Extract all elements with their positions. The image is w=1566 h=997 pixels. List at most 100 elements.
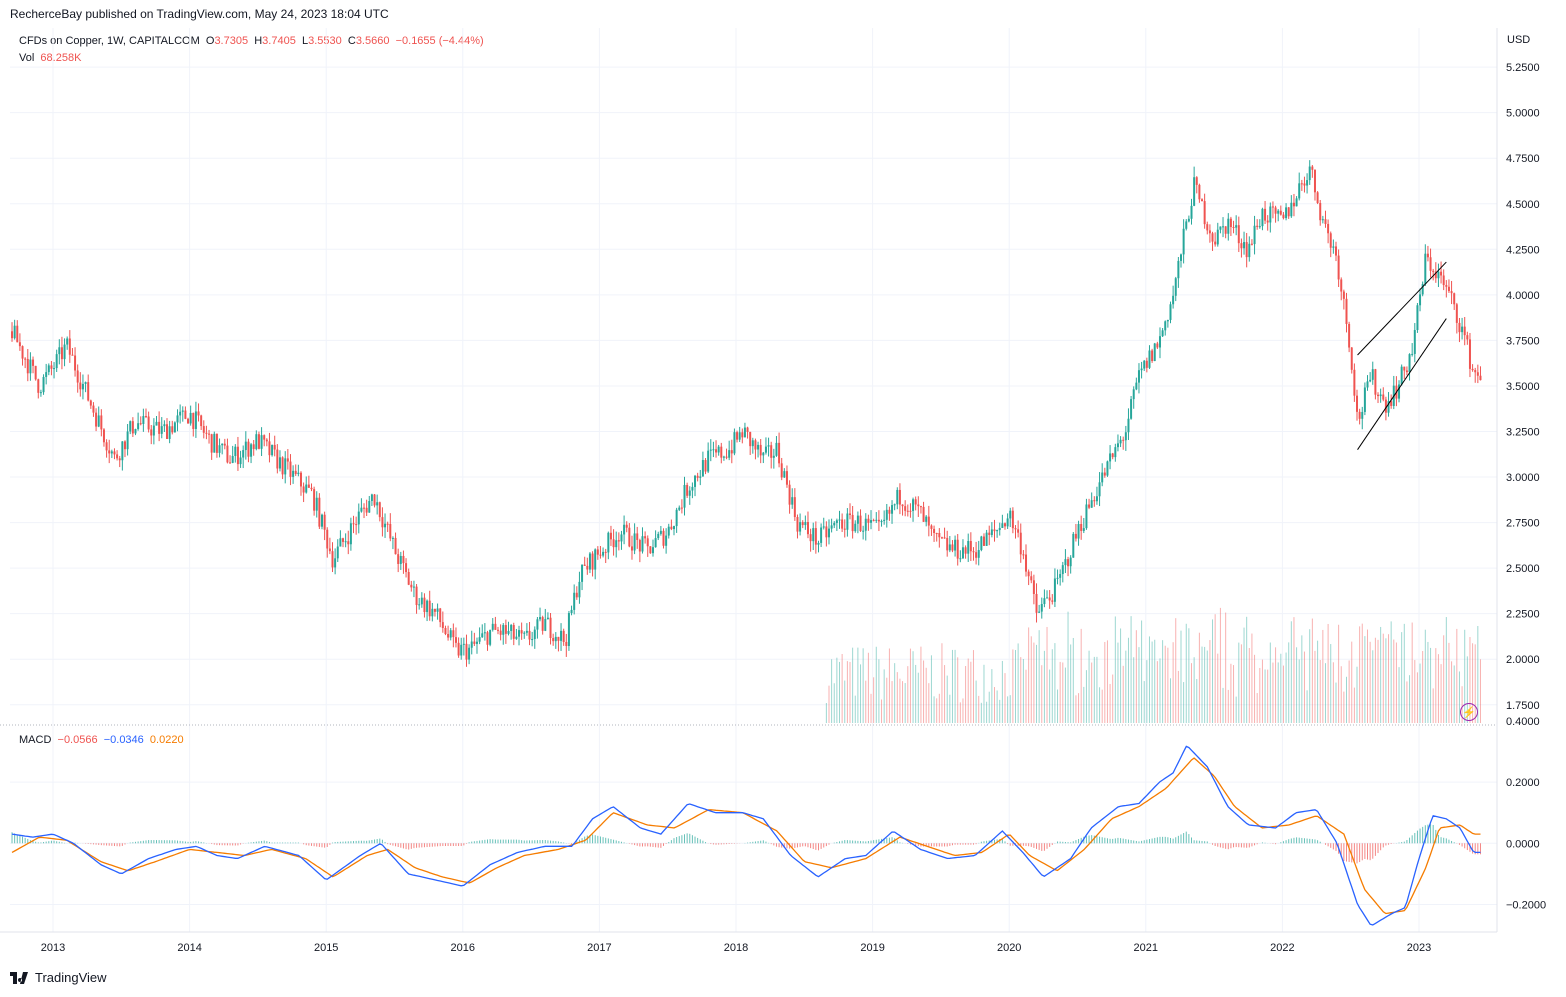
candle-body	[50, 365, 53, 369]
candle-body	[1387, 401, 1390, 413]
candle-body	[32, 359, 35, 366]
candle-body	[1253, 225, 1256, 245]
candle-body	[833, 522, 836, 526]
candle-body	[1479, 375, 1482, 381]
candle-body	[1074, 533, 1077, 539]
candle-body	[352, 523, 355, 525]
candle-body	[1190, 205, 1193, 219]
candle-body	[586, 565, 589, 570]
lightning-icon[interactable]: ⚡	[1460, 703, 1478, 721]
close-label: C	[347, 35, 356, 47]
candle-body	[26, 358, 29, 374]
candle-body	[851, 514, 854, 532]
candle-body	[142, 416, 145, 424]
candle-body	[977, 550, 980, 558]
candle-body	[1195, 177, 1198, 185]
price-tick-label: 3.0000	[1506, 472, 1540, 484]
candle-body	[533, 629, 536, 640]
tradingview-logo[interactable]: TradingView	[10, 970, 107, 985]
candle-body	[1321, 219, 1324, 221]
candle-body	[948, 544, 951, 551]
candle-body	[1003, 523, 1006, 527]
candle-body	[1258, 226, 1261, 228]
candle-body	[914, 499, 917, 505]
candle-body	[1292, 202, 1295, 207]
candle-body	[284, 458, 287, 475]
volume-label: Vol	[19, 52, 35, 64]
candle-body	[231, 456, 234, 463]
candle-body	[457, 642, 460, 656]
candle-body	[707, 450, 710, 472]
candle-body	[969, 541, 972, 552]
candle-body	[507, 630, 510, 634]
candle-body	[641, 536, 644, 552]
candle-body	[221, 443, 224, 446]
low-label: L	[301, 35, 309, 47]
candle-body	[972, 551, 975, 553]
candle-body	[1474, 370, 1477, 373]
candle-body	[116, 454, 119, 459]
candle-body	[1403, 366, 1406, 371]
candle-body	[76, 370, 79, 383]
candle-body	[1035, 593, 1038, 613]
candle-body	[197, 411, 200, 416]
time-tick-label: 2021	[1134, 942, 1158, 954]
candle-body	[452, 630, 455, 638]
candle-body	[1130, 399, 1133, 419]
candle-body	[1308, 166, 1311, 181]
candle-body	[1077, 524, 1080, 539]
candle-body	[1122, 439, 1125, 441]
candle-body	[1327, 223, 1330, 234]
candle-body	[896, 489, 899, 505]
candle-body	[1161, 330, 1164, 337]
candle-body	[1266, 220, 1269, 223]
candle-body	[623, 524, 626, 535]
macd-legend: MACD −0.0566 −0.0346 0.0220	[19, 734, 184, 746]
candle-body	[1313, 169, 1316, 193]
candle-body	[87, 382, 90, 401]
candle-body	[946, 537, 949, 551]
candle-body	[1277, 210, 1280, 214]
candle-body	[1098, 482, 1101, 497]
candle-body	[1256, 225, 1259, 227]
candle-body	[1453, 293, 1456, 305]
candle-body	[1103, 472, 1106, 476]
candle-body	[998, 527, 1001, 531]
candle-body	[1332, 246, 1335, 248]
candle-body	[1106, 461, 1109, 476]
candle-body	[210, 434, 213, 453]
candle-body	[470, 641, 473, 648]
volume-legend: Vol 68.258K	[19, 52, 81, 64]
candle-body	[736, 432, 739, 440]
candle-body	[1411, 353, 1414, 355]
candle-body	[63, 344, 66, 360]
candle-body	[1124, 432, 1127, 441]
candle-body	[651, 547, 654, 554]
candle-body	[1458, 322, 1461, 333]
time-tick-label: 2019	[860, 942, 884, 954]
candle-body	[502, 625, 505, 635]
candle-body	[1384, 399, 1387, 413]
candle-body	[699, 476, 702, 478]
candle-body	[1038, 611, 1041, 613]
candle-body	[746, 427, 749, 432]
candle-body	[1319, 203, 1322, 221]
close-value: 3.5660	[355, 35, 390, 47]
candle-body	[877, 519, 880, 522]
candle-body	[1158, 336, 1161, 348]
candle-body	[1350, 347, 1353, 370]
candle-body	[491, 623, 494, 630]
candle-body	[144, 416, 147, 418]
brand-name: TradingView	[35, 970, 107, 985]
candle-body	[1011, 510, 1014, 529]
candle-body	[155, 421, 158, 426]
candle-body	[1046, 597, 1049, 599]
candle-body	[1151, 350, 1154, 362]
candle-body	[66, 338, 69, 345]
candle-body	[1248, 243, 1251, 258]
candle-body	[173, 422, 176, 433]
candle-body	[189, 412, 192, 424]
open-value: 3.7305	[214, 35, 249, 47]
candle-body	[24, 358, 27, 360]
